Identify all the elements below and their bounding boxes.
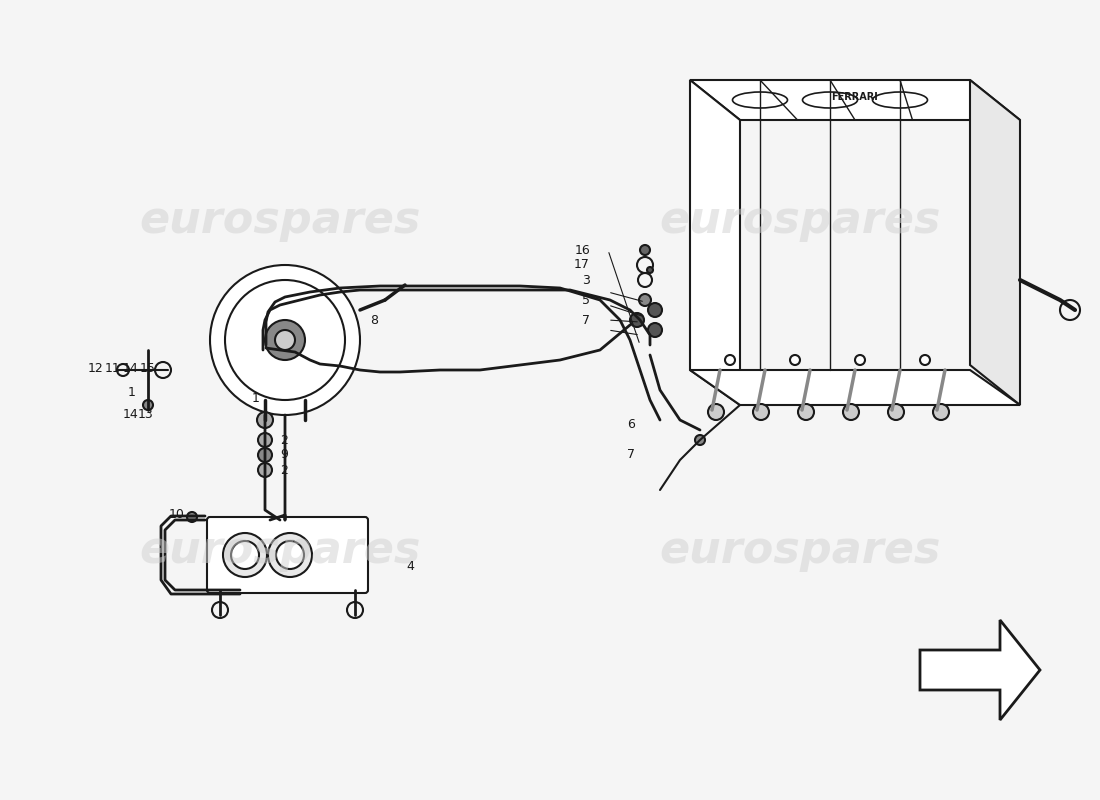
Circle shape (695, 435, 705, 445)
Text: 8: 8 (370, 314, 378, 326)
FancyBboxPatch shape (207, 517, 368, 593)
Text: 12: 12 (87, 362, 103, 374)
Text: 6: 6 (627, 418, 635, 431)
Circle shape (648, 323, 662, 337)
Polygon shape (690, 80, 1020, 120)
Text: eurospares: eurospares (659, 529, 940, 571)
Text: 3: 3 (582, 274, 590, 286)
Text: 2: 2 (280, 434, 288, 446)
Circle shape (708, 404, 724, 420)
Text: 17: 17 (574, 258, 590, 271)
Text: 7: 7 (582, 314, 590, 326)
Text: 4: 4 (406, 560, 414, 573)
Circle shape (798, 404, 814, 420)
Text: 15: 15 (140, 362, 156, 374)
Polygon shape (970, 80, 1020, 405)
Circle shape (843, 404, 859, 420)
Circle shape (855, 355, 865, 365)
Circle shape (223, 533, 267, 577)
Circle shape (754, 404, 769, 420)
Text: 11: 11 (104, 362, 120, 374)
Text: 5: 5 (582, 294, 590, 306)
Circle shape (257, 412, 273, 428)
Circle shape (210, 265, 360, 415)
Circle shape (888, 404, 904, 420)
Circle shape (790, 355, 800, 365)
Circle shape (648, 303, 662, 317)
Circle shape (933, 404, 949, 420)
Circle shape (187, 512, 197, 522)
Text: 7: 7 (627, 449, 635, 462)
Circle shape (630, 313, 644, 327)
Circle shape (920, 355, 929, 365)
Text: 14: 14 (122, 409, 138, 422)
Text: 16: 16 (574, 243, 590, 257)
Text: eurospares: eurospares (140, 198, 420, 242)
Circle shape (143, 400, 153, 410)
Text: FERRARI: FERRARI (832, 92, 879, 102)
Text: 14: 14 (122, 362, 138, 374)
Text: 2: 2 (280, 463, 288, 477)
Text: eurospares: eurospares (659, 198, 940, 242)
Circle shape (639, 294, 651, 306)
Circle shape (265, 320, 305, 360)
Circle shape (725, 355, 735, 365)
Circle shape (275, 330, 295, 350)
Text: 9: 9 (280, 449, 288, 462)
Text: 1: 1 (252, 392, 260, 405)
Text: 1: 1 (128, 386, 136, 398)
Polygon shape (690, 80, 740, 405)
Circle shape (640, 245, 650, 255)
Circle shape (258, 448, 272, 462)
Polygon shape (920, 620, 1040, 720)
Circle shape (258, 433, 272, 447)
Text: 13: 13 (138, 409, 153, 422)
Circle shape (268, 533, 312, 577)
Circle shape (231, 541, 258, 569)
Circle shape (276, 541, 304, 569)
Text: 10: 10 (169, 509, 185, 522)
Polygon shape (690, 370, 1020, 405)
Circle shape (258, 463, 272, 477)
Text: eurospares: eurospares (140, 529, 420, 571)
Circle shape (647, 267, 653, 273)
